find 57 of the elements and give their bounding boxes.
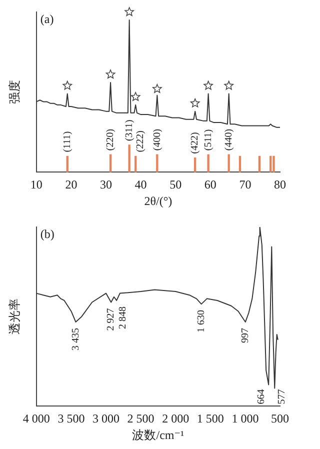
- annotation: (220): [105, 128, 116, 151]
- x-tick-label: 80: [274, 178, 286, 192]
- x-tick-label: 2 500: [127, 412, 154, 426]
- x-tick-label: 50: [170, 178, 182, 192]
- annotation: (400): [152, 128, 163, 151]
- annotation: (111): [62, 131, 73, 152]
- x-tick-label: 3 000: [92, 412, 120, 426]
- bar: [156, 154, 158, 172]
- point: [106, 70, 116, 79]
- x-tick-label: 3 500: [58, 412, 85, 426]
- annotation: 2 927: [106, 308, 117, 331]
- y-axis-title: 透光率: [7, 298, 22, 335]
- x-tick-label: 500: [271, 412, 289, 426]
- x-tick-label: 20: [65, 178, 78, 192]
- annotation: 3 435: [70, 328, 82, 350]
- chart-title: (b): [40, 227, 54, 242]
- bar: [228, 154, 230, 172]
- annotation: (222): [134, 130, 146, 152]
- x-tick-label: 2 000: [162, 412, 190, 426]
- bar: [128, 144, 130, 172]
- bar: [270, 156, 272, 172]
- x-tick-label: 40: [134, 178, 147, 192]
- x-tick-label: 60: [204, 178, 216, 192]
- point: [62, 80, 72, 90]
- x-tick-label: 4 000: [22, 412, 50, 426]
- annotation: 1 630: [196, 310, 207, 333]
- annotation: (311): [124, 120, 135, 141]
- point: [204, 80, 213, 90]
- x-axis-title: 2θ/(°): [144, 194, 172, 208]
- x-tick-label: 10: [30, 178, 42, 192]
- annotation: (511): [202, 129, 214, 151]
- bar: [258, 156, 261, 172]
- point: [130, 92, 140, 101]
- chart-title: (a): [40, 12, 54, 26]
- annotation: (422): [190, 132, 201, 154]
- annotation: 577: [276, 389, 288, 404]
- point: [224, 80, 234, 90]
- point: [124, 7, 134, 16]
- x-tick-label: 1 000: [232, 412, 259, 426]
- x-tick-label: 70: [239, 178, 252, 192]
- annotation: 997: [240, 328, 252, 343]
- point: [152, 84, 162, 93]
- bar: [66, 156, 68, 172]
- point: [190, 98, 200, 108]
- bar: [109, 154, 112, 172]
- annotation: 2 848: [118, 306, 129, 329]
- bar: [272, 156, 275, 172]
- bar: [194, 157, 196, 172]
- y-axis-title: 强度: [7, 80, 22, 104]
- bar: [134, 156, 137, 172]
- annotation: 664: [256, 389, 268, 404]
- annotation: (440): [223, 128, 234, 151]
- bar: [238, 156, 242, 172]
- bar: [207, 154, 210, 172]
- x-tick-label: 1 500: [196, 412, 224, 426]
- x-axis-title: 波数/cm⁻¹: [132, 428, 185, 442]
- x-tick-label: 30: [100, 178, 112, 192]
